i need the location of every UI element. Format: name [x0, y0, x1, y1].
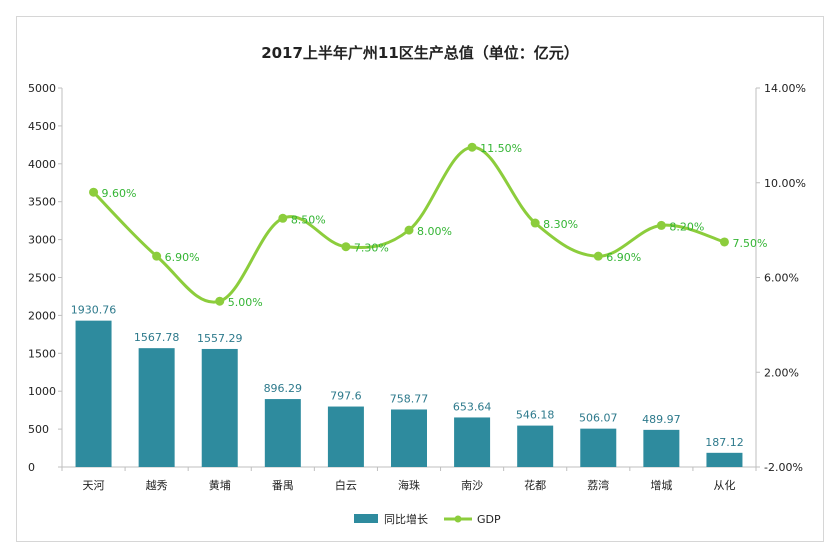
x-category-label: 海珠 — [398, 478, 420, 492]
y-right-tick-label: -2.00% — [764, 461, 803, 474]
bar — [643, 429, 680, 467]
line-value-label: 5.00% — [228, 296, 263, 309]
line-point — [593, 251, 603, 261]
y-right-tick-label: 2.00% — [764, 366, 799, 379]
bar — [580, 428, 617, 467]
line-value-label: 7.50% — [732, 237, 767, 250]
bar-value-label: 896.29 — [264, 382, 303, 395]
line-point — [89, 187, 99, 197]
bar — [264, 399, 301, 467]
x-category-label: 增城 — [650, 478, 672, 492]
chart-title: 2017上半年广州11区生产总值（单位：亿元） — [261, 44, 579, 62]
y-right-tick-label: 6.00% — [764, 272, 799, 285]
bar-value-label: 506.07 — [579, 412, 618, 425]
line-point — [215, 296, 225, 306]
bar — [706, 452, 743, 467]
bar-value-label: 546.18 — [516, 409, 555, 422]
y-left-tick-label: 1000 — [28, 385, 56, 398]
x-category-label: 天河 — [83, 479, 105, 492]
line-value-label: 9.60% — [102, 187, 137, 200]
bar-value-label: 797.6 — [330, 390, 362, 403]
bar — [75, 320, 112, 467]
x-category-label: 荔湾 — [587, 478, 609, 492]
line-value-label: 8.00% — [417, 225, 452, 238]
x-category-label: 从化 — [713, 478, 735, 492]
line-value-label: 6.90% — [165, 251, 200, 264]
bar — [138, 348, 175, 467]
line-value-label: 11.50% — [480, 142, 522, 155]
y-left-tick-label: 2000 — [28, 309, 56, 322]
line-value-label: 8.50% — [291, 213, 326, 226]
y-left-tick-label: 5000 — [28, 82, 56, 95]
bar-value-label: 489.97 — [642, 413, 681, 426]
x-category-label: 花都 — [524, 479, 546, 492]
y-left-tick-label: 3000 — [28, 234, 56, 247]
bar-value-label: 1930.76 — [71, 304, 117, 317]
line-point — [467, 142, 477, 152]
bar-value-label: 187.12 — [705, 436, 744, 449]
line-point — [656, 220, 666, 230]
bar — [517, 425, 554, 467]
bar-value-label: 1557.29 — [197, 332, 243, 345]
line-value-label: 7.30% — [354, 242, 389, 255]
x-category-label: 番禺 — [272, 479, 294, 492]
y-left-tick-label: 4000 — [28, 158, 56, 171]
y-left-tick-label: 2500 — [28, 272, 56, 285]
line-point — [152, 251, 162, 261]
bar — [201, 348, 238, 467]
chart-frame — [16, 16, 824, 542]
x-category-label: 南沙 — [461, 479, 483, 492]
line-point — [278, 213, 288, 223]
line-value-label: 6.90% — [606, 251, 641, 264]
y-left-tick-label: 1500 — [28, 347, 56, 360]
line-point — [341, 242, 351, 252]
bar-value-label: 1567.78 — [134, 331, 180, 344]
line-value-label: 8.20% — [669, 220, 704, 233]
bar-value-label: 653.64 — [453, 400, 492, 413]
bar-value-label: 758.77 — [390, 392, 429, 405]
gdp-growth-line — [92, 145, 725, 304]
legend-bar-swatch — [354, 514, 378, 523]
line-point — [530, 218, 540, 228]
legend-line-label: GDP — [477, 513, 501, 526]
bar — [454, 417, 491, 467]
x-category-label: 黄埔 — [209, 478, 231, 492]
legend-line-marker — [454, 515, 462, 523]
bar — [391, 409, 427, 467]
y-left-tick-label: 4500 — [28, 120, 56, 133]
legend-bar-label: 同比增长 — [384, 512, 428, 526]
x-category-label: 越秀 — [146, 478, 168, 492]
y-left-tick-label: 0 — [28, 461, 35, 474]
y-left-tick-label: 500 — [28, 423, 49, 436]
line-point — [404, 225, 414, 235]
line-value-label: 8.30% — [543, 218, 578, 231]
y-right-tick-label: 10.00% — [764, 177, 806, 190]
bar — [327, 406, 364, 467]
y-left-tick-label: 3500 — [28, 196, 56, 209]
y-right-tick-label: 14.00% — [764, 82, 806, 95]
x-category-label: 白云 — [335, 478, 357, 492]
line-point — [719, 237, 729, 247]
